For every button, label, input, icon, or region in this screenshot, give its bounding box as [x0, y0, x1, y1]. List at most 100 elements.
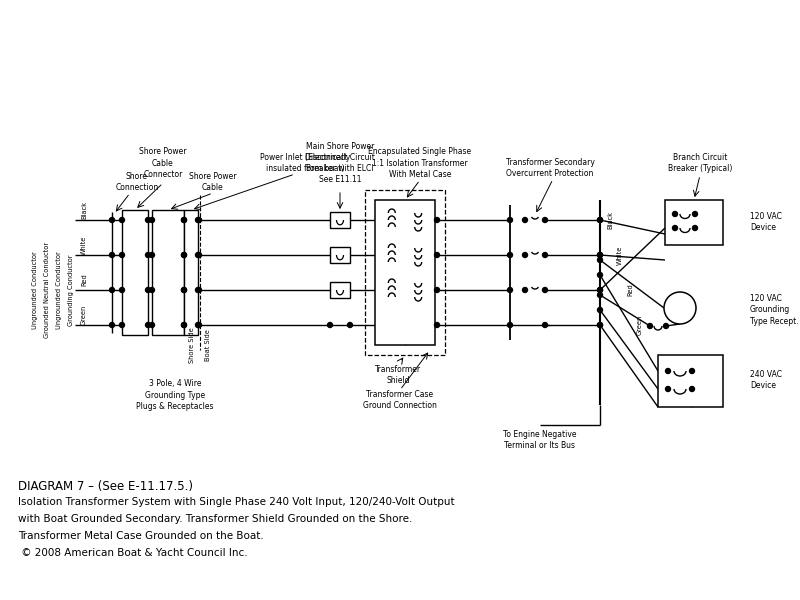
- Text: DIAGRAM 7 – (See E-11.17.5.): DIAGRAM 7 – (See E-11.17.5.): [18, 480, 193, 493]
- Text: with Boat Grounded Secondary. Transformer Shield Grounded on the Shore.: with Boat Grounded Secondary. Transforme…: [18, 514, 412, 524]
- Bar: [184, 210, 198, 335]
- Circle shape: [542, 323, 547, 328]
- Text: Red: Red: [627, 284, 633, 296]
- Circle shape: [598, 217, 602, 223]
- Circle shape: [598, 253, 602, 257]
- Circle shape: [197, 253, 202, 257]
- Circle shape: [693, 211, 698, 217]
- Text: Transformer Metal Case Grounded on the Boat.: Transformer Metal Case Grounded on the B…: [18, 531, 264, 541]
- Circle shape: [146, 323, 150, 328]
- Bar: [375, 200, 435, 345]
- Text: 120 VAC
Device: 120 VAC Device: [750, 212, 782, 232]
- Circle shape: [182, 253, 186, 257]
- Circle shape: [542, 217, 547, 223]
- Circle shape: [182, 323, 186, 328]
- Text: Grounded Neutral Conductor: Grounded Neutral Conductor: [44, 242, 50, 338]
- Circle shape: [507, 323, 513, 328]
- Circle shape: [182, 253, 186, 257]
- Circle shape: [182, 287, 186, 292]
- Text: Isolation Transformer System with Single Phase 240 Volt Input, 120/240-Volt Outp: Isolation Transformer System with Single…: [18, 497, 454, 507]
- Circle shape: [182, 287, 186, 292]
- Circle shape: [598, 217, 602, 223]
- Circle shape: [434, 253, 439, 257]
- Circle shape: [598, 287, 602, 292]
- Circle shape: [673, 226, 678, 230]
- Text: Branch Circuit
Breaker (Typical): Branch Circuit Breaker (Typical): [668, 153, 732, 173]
- Text: To Engine Negative
Terminal or Its Bus: To Engine Negative Terminal or Its Bus: [503, 430, 577, 450]
- Circle shape: [507, 253, 513, 257]
- Circle shape: [119, 217, 125, 223]
- Circle shape: [182, 217, 186, 223]
- Circle shape: [434, 217, 439, 223]
- Circle shape: [119, 323, 125, 328]
- Text: Shore Power
Cable
Connector: Shore Power Cable Connector: [139, 148, 186, 179]
- Circle shape: [146, 287, 150, 292]
- Circle shape: [327, 323, 333, 328]
- Text: Green: Green: [637, 315, 643, 335]
- Bar: [330, 212, 350, 228]
- Circle shape: [542, 253, 547, 257]
- Circle shape: [195, 217, 201, 223]
- Text: Black: Black: [81, 201, 87, 219]
- Circle shape: [119, 287, 125, 292]
- Circle shape: [182, 217, 186, 223]
- Circle shape: [146, 253, 150, 257]
- Circle shape: [664, 292, 696, 324]
- Bar: [658, 355, 723, 407]
- Text: Transformer Secondary
Overcurrent Protection: Transformer Secondary Overcurrent Protec…: [506, 158, 594, 178]
- Circle shape: [119, 253, 125, 257]
- Text: 3 Pole, 4 Wire
Grounding Type
Plugs & Receptacles: 3 Pole, 4 Wire Grounding Type Plugs & Re…: [136, 379, 214, 410]
- Circle shape: [598, 287, 602, 292]
- Text: White: White: [81, 235, 87, 254]
- Circle shape: [507, 217, 513, 223]
- Circle shape: [542, 287, 547, 292]
- Circle shape: [197, 323, 202, 328]
- Circle shape: [150, 217, 154, 223]
- Circle shape: [522, 253, 527, 257]
- Circle shape: [195, 323, 201, 328]
- Circle shape: [195, 287, 201, 292]
- Circle shape: [150, 253, 154, 257]
- Text: Red: Red: [81, 274, 87, 286]
- Circle shape: [197, 287, 202, 292]
- Circle shape: [347, 323, 353, 328]
- Circle shape: [197, 217, 202, 223]
- Circle shape: [647, 323, 653, 329]
- Bar: [330, 247, 350, 263]
- Text: Shore Power
Cable: Shore Power Cable: [190, 172, 237, 192]
- Circle shape: [150, 287, 154, 292]
- Circle shape: [690, 386, 694, 391]
- Bar: [365, 190, 445, 355]
- Circle shape: [110, 217, 114, 223]
- Circle shape: [150, 323, 154, 328]
- Circle shape: [598, 323, 602, 328]
- Text: Ungrounded Conductor: Ungrounded Conductor: [56, 251, 62, 329]
- Circle shape: [598, 292, 602, 298]
- Circle shape: [182, 323, 186, 328]
- Bar: [152, 210, 184, 335]
- Circle shape: [195, 253, 201, 257]
- Circle shape: [666, 386, 670, 391]
- Circle shape: [434, 287, 439, 292]
- Text: Transformer
Shield: Transformer Shield: [375, 365, 421, 385]
- Circle shape: [522, 287, 527, 292]
- Text: Main Shore Power
Disconnect Circuit
Breaker with ELCI
See E11.11: Main Shore Power Disconnect Circuit Brea…: [305, 142, 375, 184]
- Circle shape: [110, 287, 114, 292]
- Circle shape: [690, 368, 694, 373]
- Circle shape: [598, 272, 602, 277]
- Text: Shore Side: Shore Side: [189, 327, 195, 363]
- Text: Boat Side: Boat Side: [205, 329, 211, 361]
- Bar: [122, 210, 148, 335]
- Text: Ungrounded Conductor: Ungrounded Conductor: [32, 251, 38, 329]
- Text: Shore
Connection: Shore Connection: [115, 172, 158, 192]
- Text: 240 VAC
Device: 240 VAC Device: [750, 370, 782, 390]
- Bar: [665, 200, 723, 245]
- Bar: [330, 282, 350, 298]
- Text: 120 VAC
Grounding
Type Recept.: 120 VAC Grounding Type Recept.: [750, 295, 798, 326]
- Circle shape: [146, 217, 150, 223]
- Circle shape: [598, 323, 602, 328]
- Text: Encapsulated Single Phase
1:1 Isolation Transformer
With Metal Case: Encapsulated Single Phase 1:1 Isolation …: [369, 148, 471, 179]
- Text: Power Inlet (Electrically
insulated from boat): Power Inlet (Electrically insulated from…: [260, 153, 350, 173]
- Text: Black: Black: [607, 211, 613, 229]
- Circle shape: [110, 253, 114, 257]
